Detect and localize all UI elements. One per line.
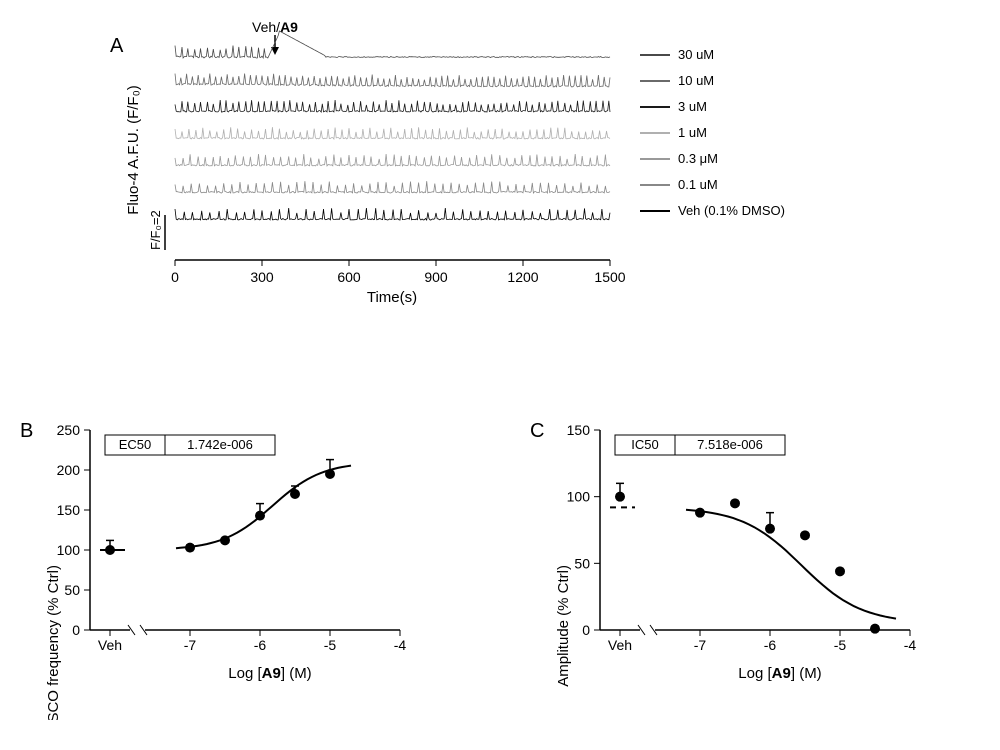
panel-c-veh-point bbox=[615, 483, 625, 501]
svg-text:150: 150 bbox=[567, 422, 591, 438]
svg-text:-7: -7 bbox=[694, 637, 707, 653]
svg-text:-5: -5 bbox=[324, 637, 337, 653]
scalebar-label: F/F₀=2 bbox=[148, 210, 163, 250]
panel-c-container: C IC50 7.518e-006 0 50 100 150 -7 -6 -5 -4 Veh… bbox=[530, 420, 980, 720]
panel-b-veh-point bbox=[105, 540, 115, 555]
panel-a-legend: 30 uM 10 uM 3 uM 1 uM 0.3 μM 0.1 uM Veh (0.1% … bbox=[640, 47, 785, 218]
svg-text:50: 50 bbox=[574, 555, 590, 571]
veh-ticklabel-c: Veh bbox=[608, 637, 632, 653]
panel-b-svg: EC50 1.742e-006 0 50 100 150 200 250 -7 -6 -5 -4… bbox=[20, 420, 470, 720]
svg-text:30 uM: 30 uM bbox=[678, 47, 714, 62]
svg-text:150: 150 bbox=[57, 502, 81, 518]
panel-c-xlabel: Log [A9] (M) bbox=[738, 665, 821, 682]
svg-text:100: 100 bbox=[567, 489, 591, 505]
traces-group bbox=[175, 31, 610, 220]
svg-text:-7: -7 bbox=[184, 637, 197, 653]
ec50-label: EC50 bbox=[119, 437, 152, 452]
bottom-section: B EC50 1.742e-006 0 50 100 150 200 250 -7 -6 -5… bbox=[0, 420, 1000, 720]
panel-a-xlabel: Time(s) bbox=[367, 289, 417, 306]
panel-b-curve bbox=[176, 466, 351, 549]
svg-text:-5: -5 bbox=[834, 637, 847, 653]
panel-b-xlabel-group: Log [A9] (M) bbox=[228, 665, 311, 682]
panel-c-svg: IC50 7.518e-006 0 50 100 150 -7 -6 -5 -4 Veh A… bbox=[530, 420, 980, 720]
svg-text:0: 0 bbox=[171, 269, 179, 285]
svg-text:900: 900 bbox=[424, 269, 448, 285]
ic50-label: IC50 bbox=[631, 437, 658, 452]
ec50-value: 1.742e-006 bbox=[187, 437, 253, 452]
veh-ticklabel-b: Veh bbox=[98, 637, 122, 653]
svg-text:600: 600 bbox=[337, 269, 361, 285]
panel-b-xticks: -7 -6 -5 -4 bbox=[184, 630, 407, 653]
svg-text:-4: -4 bbox=[394, 637, 407, 653]
svg-text:3 uM: 3 uM bbox=[678, 99, 707, 114]
svg-text:1 uM: 1 uM bbox=[678, 125, 707, 140]
svg-text:Veh (0.1% DMSO): Veh (0.1% DMSO) bbox=[678, 203, 785, 218]
svg-text:1500: 1500 bbox=[594, 269, 625, 285]
ic50-value: 7.518e-006 bbox=[697, 437, 763, 452]
svg-text:200: 200 bbox=[57, 462, 81, 478]
svg-text:0.3 μM: 0.3 μM bbox=[678, 151, 718, 166]
svg-text:0: 0 bbox=[72, 622, 80, 638]
panel-c-ylabel: Amplitude (% Ctrl) bbox=[555, 565, 572, 687]
svg-text:1200: 1200 bbox=[507, 269, 538, 285]
panel-b-ylabel: SCO frequency (% Ctrl) bbox=[45, 565, 62, 720]
panel-a-label: A bbox=[110, 35, 123, 58]
panel-b-container: B EC50 1.742e-006 0 50 100 150 200 250 -7 -6 -5… bbox=[20, 420, 470, 720]
svg-text:-6: -6 bbox=[254, 637, 267, 653]
svg-text:100: 100 bbox=[57, 542, 81, 558]
panel-c-label: C bbox=[530, 420, 544, 443]
panel-b-points bbox=[185, 460, 335, 553]
panel-c-curve bbox=[686, 510, 896, 619]
svg-text:0.1 uM: 0.1 uM bbox=[678, 177, 718, 192]
panel-b-xlabel: Log [A9] (M) bbox=[228, 665, 311, 682]
svg-text:250: 250 bbox=[57, 422, 81, 438]
panel-a-svg: Veh/A9 Fluo-4 A.F.U. (F/F₀) F/F₀=2 0 300 6… bbox=[120, 20, 820, 360]
panel-b-label: B bbox=[20, 420, 33, 443]
panel-c-points bbox=[695, 498, 880, 633]
panel-a-xticks: 0 300 600 900 1200 1500 bbox=[171, 260, 626, 285]
svg-text:0: 0 bbox=[582, 622, 590, 638]
svg-text:50: 50 bbox=[64, 582, 80, 598]
panel-a-ylabel: Fluo-4 A.F.U. (F/F₀) bbox=[125, 85, 142, 215]
annotation-text: Veh/A9 bbox=[252, 20, 298, 35]
panel-a-container: A Veh/A9 Fluo-4 A.F.U. (F/F₀) F/F₀=2 030… bbox=[120, 20, 820, 360]
panel-c-xticks: -7 -6 -5 -4 bbox=[694, 630, 917, 653]
svg-text:-4: -4 bbox=[904, 637, 917, 653]
svg-text:300: 300 bbox=[250, 269, 274, 285]
svg-text:-6: -6 bbox=[764, 637, 777, 653]
svg-text:10 uM: 10 uM bbox=[678, 73, 714, 88]
